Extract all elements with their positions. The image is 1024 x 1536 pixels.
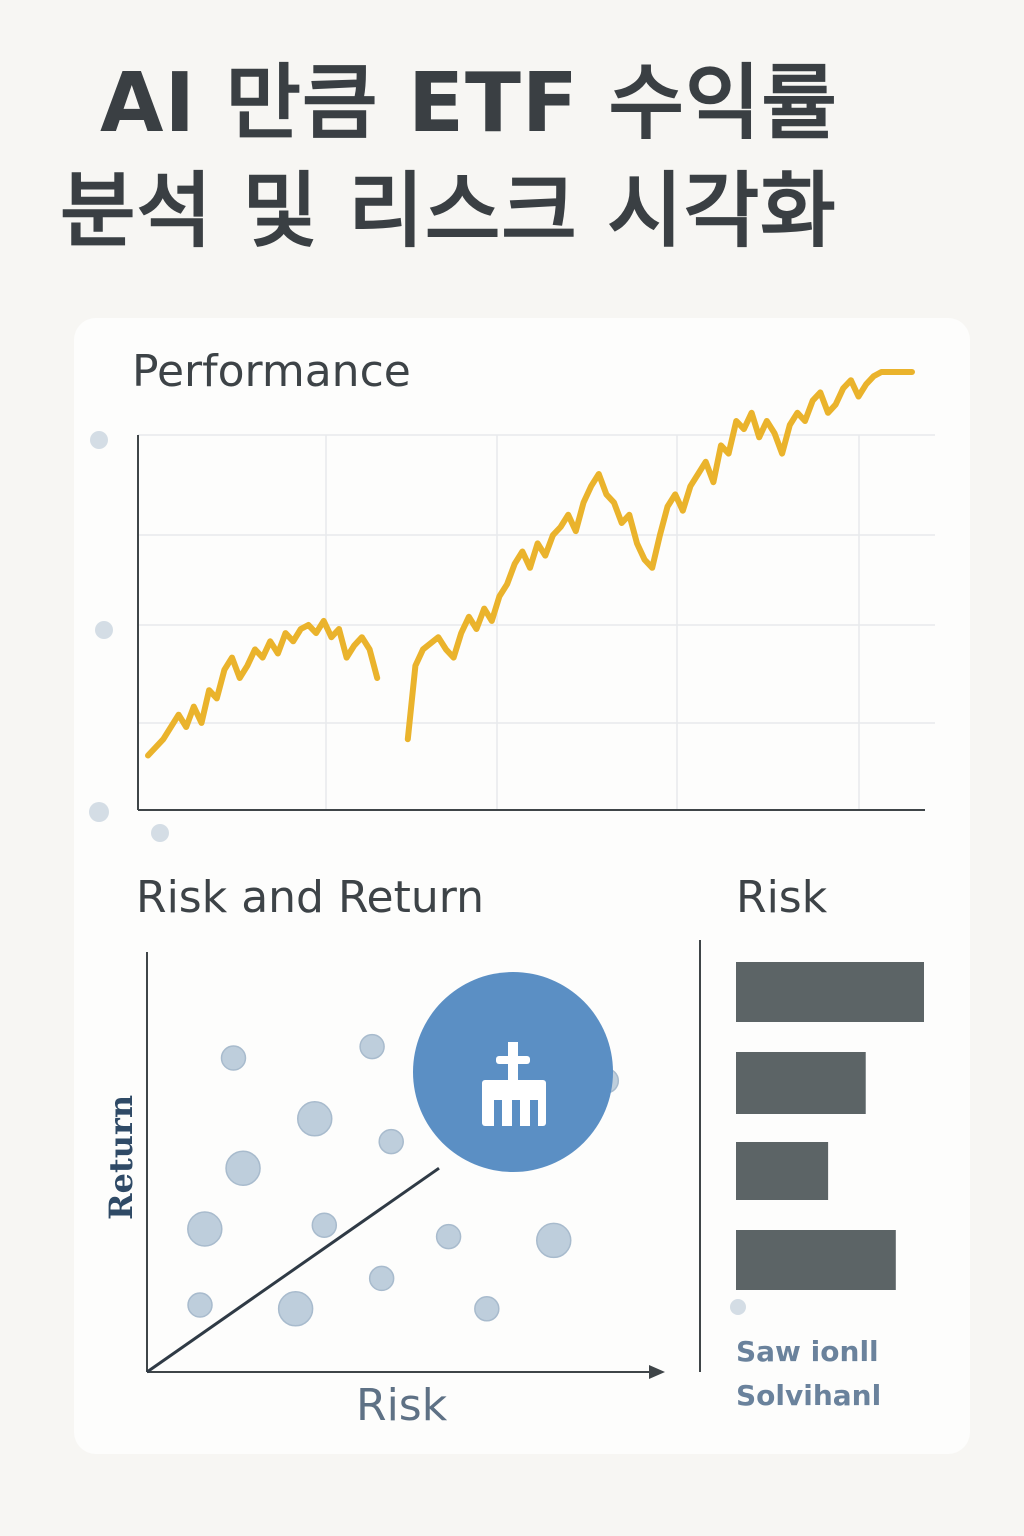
x-axis-label: Risk (356, 1380, 448, 1431)
performance-axes (137, 435, 925, 811)
risk-return-chart-title: Risk and Return (136, 872, 484, 923)
scatter-point (359, 1033, 385, 1060)
title-line-2: 분석 및 리스크 시각화 (60, 164, 837, 259)
icon-part (512, 1100, 520, 1126)
risk-chart-title: Risk (736, 872, 828, 923)
risk-footer: Saw ionll Solvihanl (736, 1330, 881, 1418)
scatter-point (378, 1128, 404, 1155)
risk-bar-4 (736, 1230, 896, 1290)
x-axis-arrow (649, 1365, 665, 1379)
risk-bar-3 (736, 1142, 829, 1200)
risk-bar-2 (736, 1052, 866, 1114)
icon-part (530, 1100, 538, 1126)
performance-line-segment-2 (404, 369, 915, 743)
scatter-point (277, 1291, 314, 1327)
scatter-point (187, 1292, 213, 1318)
icon-part (496, 1056, 530, 1064)
scatter-point (311, 1212, 338, 1238)
performance-chart-title: Performance (132, 346, 411, 397)
scatter-point (187, 1211, 223, 1247)
scatter-point (368, 1265, 395, 1292)
decor-dot (90, 431, 108, 449)
building-icon (482, 1042, 546, 1126)
decor-dot (95, 621, 113, 639)
decor-dot (151, 824, 169, 842)
risk-return-highlight (413, 972, 613, 1172)
risk-bars (736, 962, 924, 1290)
performance-lines (145, 369, 915, 759)
scatter-point (474, 1296, 500, 1322)
scatter-point (435, 1223, 462, 1250)
scatter-point (535, 1222, 572, 1259)
scatter-point (225, 1150, 261, 1186)
performance-grid (138, 434, 935, 810)
y-axis-label: Return (102, 1094, 140, 1220)
decor-dot (89, 802, 109, 822)
icon-part (494, 1100, 502, 1126)
risk-bar-1 (736, 962, 924, 1022)
risk-return-axes (146, 940, 701, 1379)
title-line-1: AI 만큼 ETF 수익률 (100, 56, 838, 151)
trend-line (146, 1166, 440, 1374)
scatter-point (220, 1045, 247, 1071)
risk-footer-line-2: Solvihanl (736, 1379, 882, 1412)
decor-dot (730, 1299, 746, 1315)
performance-line-segment-1 (145, 617, 381, 759)
scatter-point (296, 1101, 333, 1137)
risk-footer-line-1: Saw ionll (736, 1335, 879, 1368)
page-title: AI 만큼 ETF 수익률 분석 및 리스크 시각화 (60, 50, 980, 266)
